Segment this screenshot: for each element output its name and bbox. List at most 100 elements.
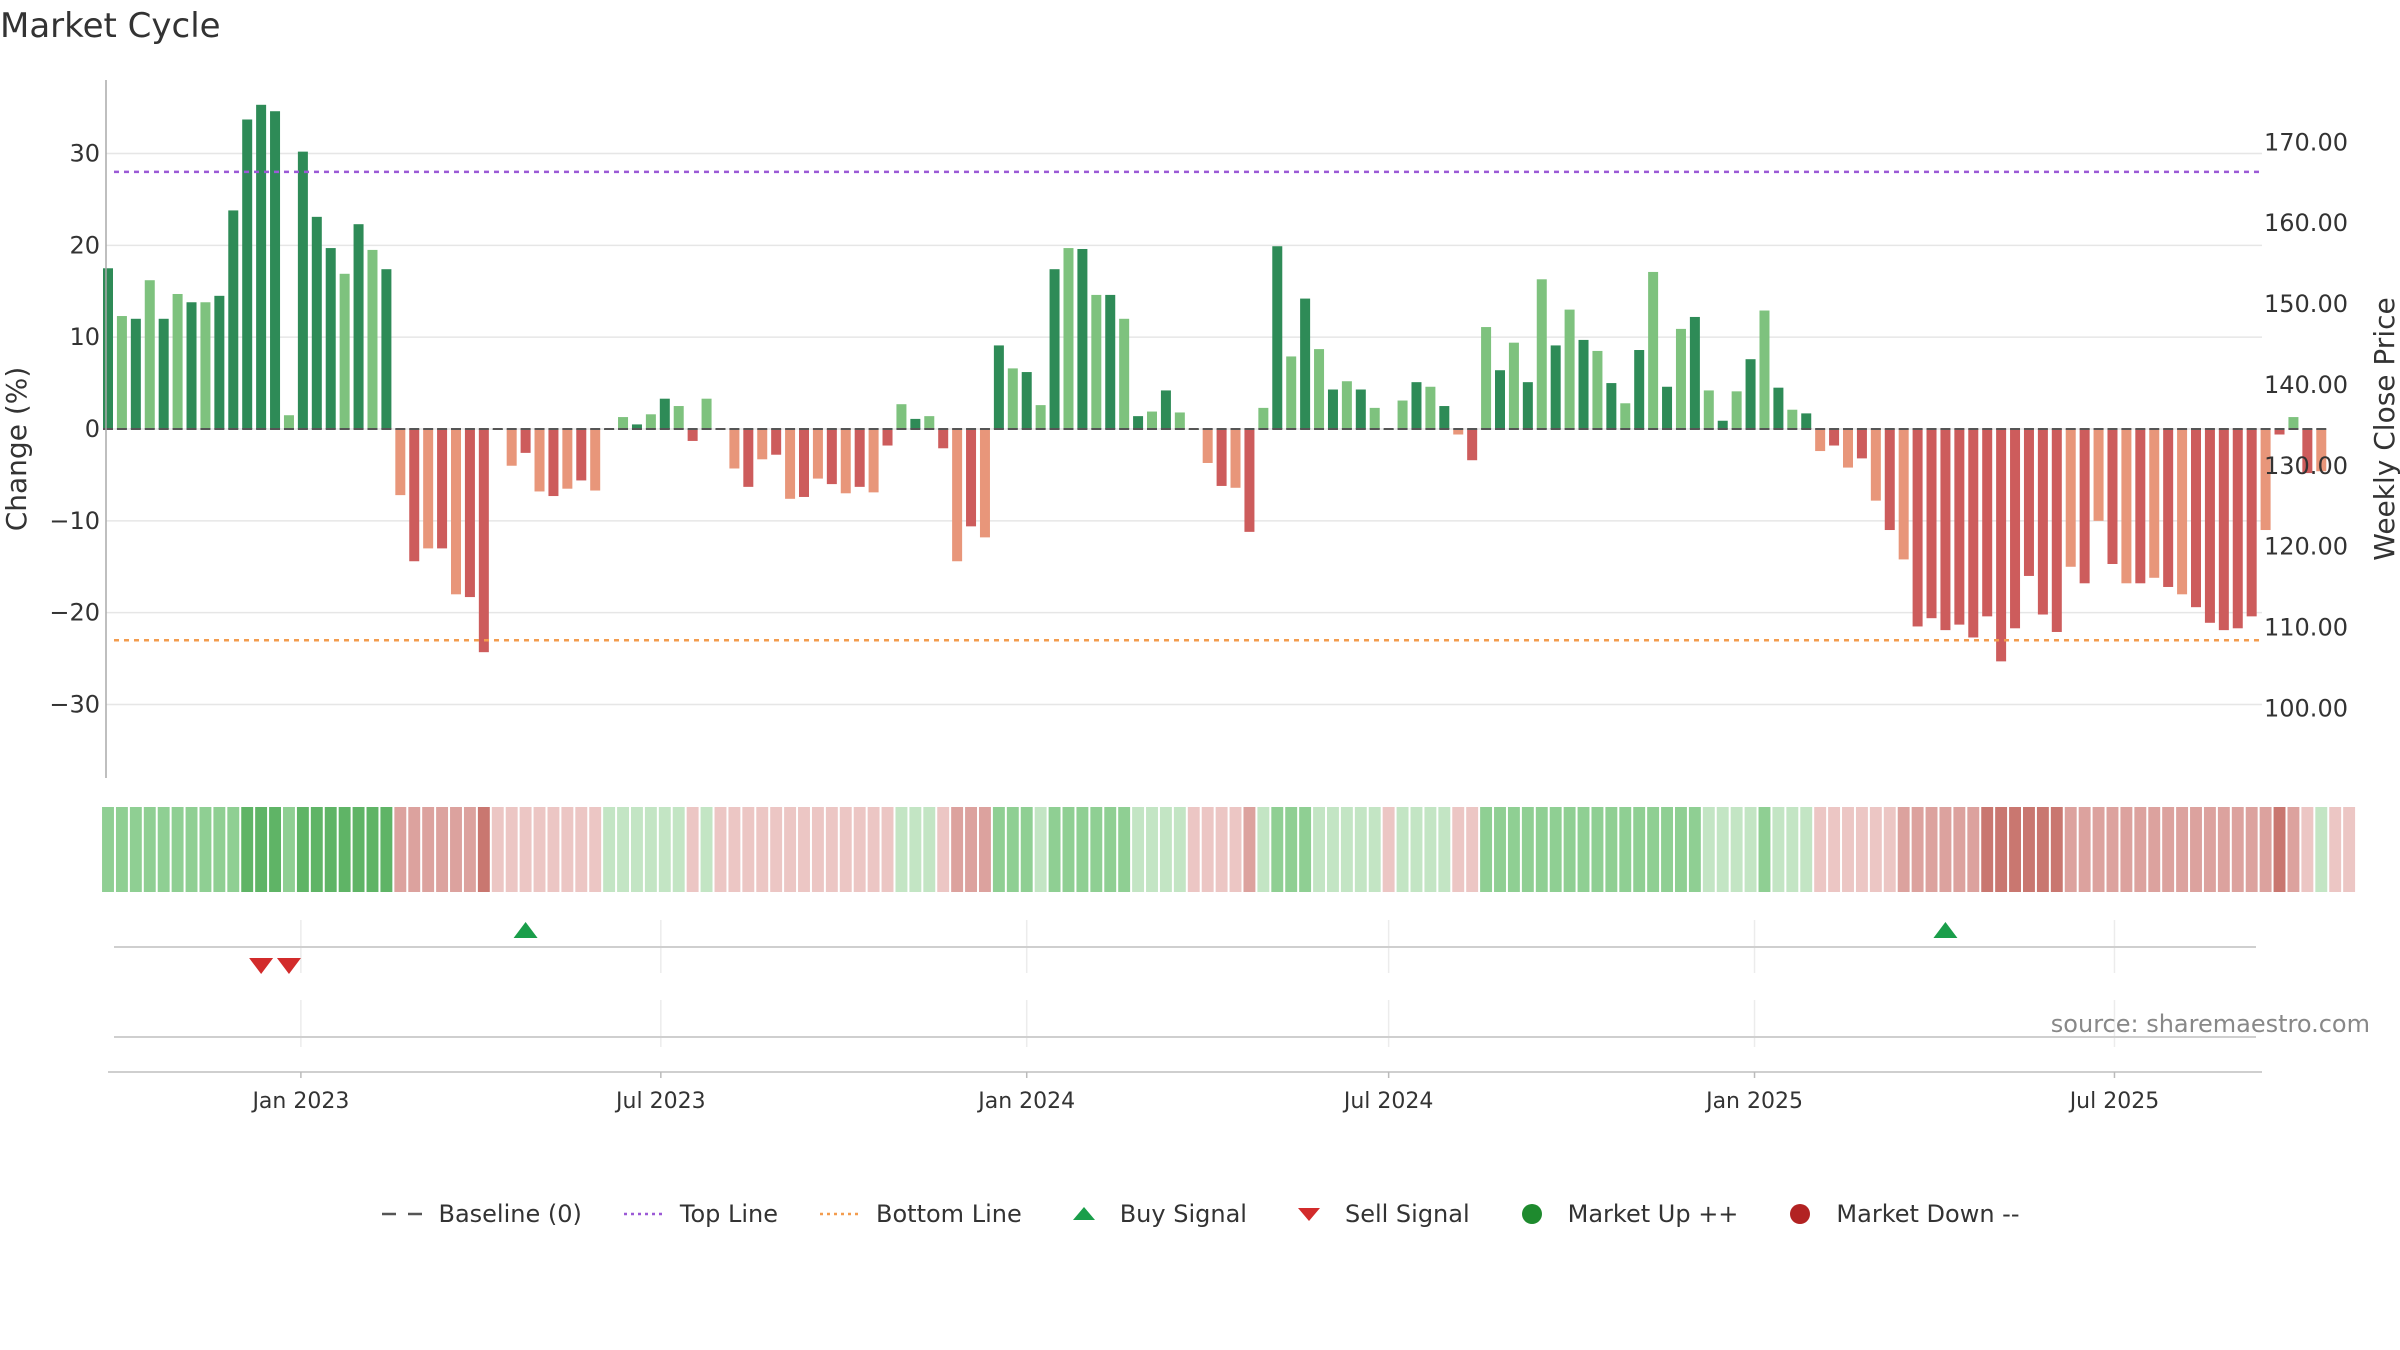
band-cell <box>603 807 616 892</box>
bar <box>1773 387 1784 429</box>
bar <box>1731 391 1742 429</box>
band-cell <box>283 807 295 892</box>
bar <box>1759 310 1770 429</box>
band-cell <box>756 807 769 892</box>
band-cell <box>1507 807 1520 892</box>
band-cell <box>2231 807 2244 892</box>
bar <box>256 104 267 430</box>
bar <box>464 429 475 598</box>
y2-tick-label: 160.00 <box>2264 209 2348 237</box>
band-cell <box>115 807 128 892</box>
bar <box>1745 359 1756 429</box>
bar <box>1272 246 1283 429</box>
y2-tick-label: 130.00 <box>2264 452 2348 480</box>
legend-item: Bottom Line <box>818 1200 1022 1228</box>
bar <box>339 273 350 429</box>
band-cell <box>1869 807 1882 892</box>
band-cell <box>1257 807 1270 892</box>
band-cell <box>2050 807 2063 892</box>
band-cell <box>1159 807 1172 892</box>
band-cell <box>1201 807 1214 892</box>
x-tick-label: Jul 2023 <box>614 1089 706 1114</box>
chart-title: Market Cycle <box>0 6 221 46</box>
band-cell <box>1438 807 1451 892</box>
bar <box>353 224 364 429</box>
legend-item: Market Up ++ <box>1510 1200 1738 1228</box>
bar <box>757 429 768 460</box>
band-cell <box>1327 807 1339 892</box>
band-cell <box>1229 807 1242 892</box>
band-cell <box>296 807 309 892</box>
bar <box>618 417 629 429</box>
bar <box>228 210 239 429</box>
band-cell <box>2259 807 2272 892</box>
band-cell <box>798 807 810 892</box>
bar <box>966 429 977 527</box>
y2-axis-title: Weekly Close Price <box>2368 297 2400 560</box>
x-axis: Jan 2023 Jul 2023 Jan 2024 Jul 2024 Jan 2025… <box>108 1071 2262 1114</box>
bar <box>451 429 461 595</box>
circle-icon <box>1521 1204 1542 1224</box>
band-cell <box>338 807 351 892</box>
band-cell <box>1090 807 1103 892</box>
bar <box>367 249 378 429</box>
bar <box>2316 429 2327 472</box>
x-tick-label: Jul 2025 <box>2068 1089 2160 1114</box>
bar <box>297 151 308 429</box>
band-cell <box>1605 807 1618 892</box>
band-cell <box>1396 807 1409 892</box>
bar <box>868 429 879 493</box>
band-cell <box>1772 807 1785 892</box>
bar <box>1216 429 1227 486</box>
bar <box>1522 382 1533 429</box>
bar <box>1147 411 1157 429</box>
legend-item: Baseline (0) <box>380 1200 582 1228</box>
band-cell <box>505 807 518 892</box>
band-cell <box>352 807 365 892</box>
bar <box>1453 429 1464 435</box>
band-cell <box>2329 807 2342 892</box>
bar <box>1592 350 1603 429</box>
bar <box>116 316 127 429</box>
bar <box>1105 294 1116 429</box>
bar <box>2163 429 2174 587</box>
band-cell <box>1563 807 1576 892</box>
band-cell <box>324 807 337 892</box>
band-cell <box>1981 807 1994 892</box>
band-cell <box>1953 807 1966 892</box>
bar <box>1202 429 1213 463</box>
band-cell <box>867 807 880 892</box>
chart-legend: Baseline (0) Top Line Bottom Line Buy Signa… <box>0 1200 2400 1228</box>
bar <box>395 429 406 496</box>
band-cell <box>742 807 755 892</box>
bar <box>423 429 434 549</box>
band-cell <box>1034 807 1047 892</box>
band-cell <box>143 807 156 892</box>
band-cell <box>561 807 574 892</box>
bar <box>645 414 656 429</box>
bar <box>1495 370 1505 429</box>
band-cell <box>1243 807 1256 892</box>
band-cell <box>853 807 866 892</box>
bar <box>381 269 392 429</box>
legend-item: Top Line <box>622 1200 778 1228</box>
band-cell <box>1995 807 2008 892</box>
band-cell <box>839 807 852 892</box>
band-cell <box>728 807 741 892</box>
bar <box>1481 327 1492 429</box>
band-cell <box>881 807 894 892</box>
band-cell <box>825 807 838 892</box>
y-tick-label: −30 <box>49 691 100 719</box>
bar <box>1508 342 1519 429</box>
band-cell <box>770 807 783 892</box>
bar <box>1314 349 1325 429</box>
bar <box>743 429 754 487</box>
y2-tick-label: 170.00 <box>2264 128 2348 156</box>
bar <box>534 429 545 492</box>
band-cell <box>1215 807 1228 892</box>
y-tick-label: 0 <box>85 415 100 443</box>
bar <box>1689 316 1700 429</box>
bar <box>1620 403 1631 429</box>
y2-tick-label: 140.00 <box>2264 371 2348 399</box>
line-icon <box>623 1212 664 1216</box>
